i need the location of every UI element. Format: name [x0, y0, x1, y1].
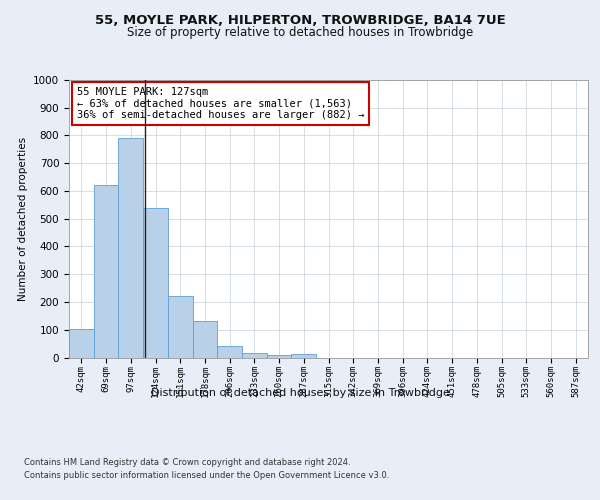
Bar: [292, 354, 316, 358]
Bar: [118, 138, 143, 358]
Bar: [168, 296, 193, 358]
Bar: [69, 329, 94, 358]
Text: Contains HM Land Registry data © Crown copyright and database right 2024.: Contains HM Land Registry data © Crown c…: [24, 458, 350, 467]
Text: Contains public sector information licensed under the Open Government Licence v3: Contains public sector information licen…: [24, 472, 389, 480]
Text: Distribution of detached houses by size in Trowbridge: Distribution of detached houses by size …: [151, 388, 449, 398]
Text: 55 MOYLE PARK: 127sqm
← 63% of detached houses are smaller (1,563)
36% of semi-d: 55 MOYLE PARK: 127sqm ← 63% of detached …: [77, 87, 364, 120]
Bar: [143, 208, 168, 358]
Bar: [242, 353, 267, 358]
Bar: [217, 346, 242, 358]
Text: Size of property relative to detached houses in Trowbridge: Size of property relative to detached ho…: [127, 26, 473, 39]
Y-axis label: Number of detached properties: Number of detached properties: [17, 136, 28, 301]
Bar: [193, 320, 217, 358]
Text: 55, MOYLE PARK, HILPERTON, TROWBRIDGE, BA14 7UE: 55, MOYLE PARK, HILPERTON, TROWBRIDGE, B…: [95, 14, 505, 26]
Bar: [267, 356, 292, 358]
Bar: [94, 185, 118, 358]
